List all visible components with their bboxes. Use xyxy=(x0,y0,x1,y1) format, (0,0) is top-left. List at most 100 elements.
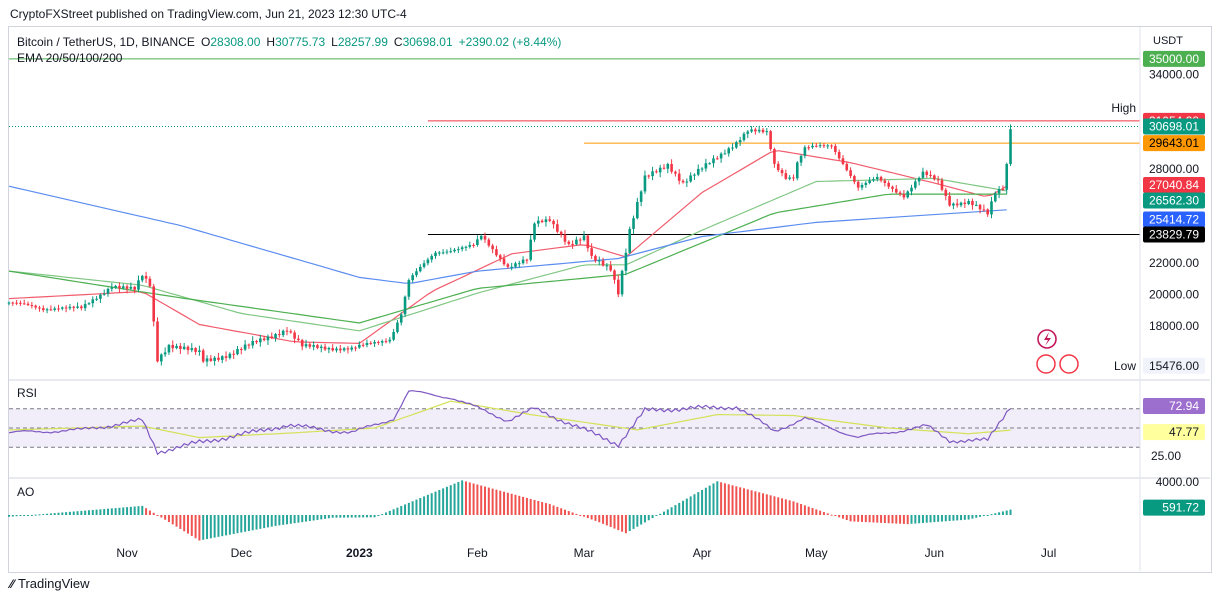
candle-body xyxy=(335,348,338,351)
ao-bar xyxy=(994,513,997,515)
us-flag-icon xyxy=(1059,354,1079,374)
candle-body xyxy=(87,303,91,305)
candle-body xyxy=(510,266,513,268)
ao-bar xyxy=(468,482,471,515)
candle-body xyxy=(1001,189,1005,191)
ao-bar xyxy=(586,515,589,519)
ao-bar xyxy=(175,515,178,527)
price-tick: 22000.00 xyxy=(1149,256,1199,270)
ao-bar xyxy=(1005,510,1008,515)
candle-body xyxy=(891,186,894,189)
ao-bar xyxy=(404,504,407,515)
ema-line xyxy=(8,177,1007,332)
candle-body xyxy=(319,346,323,348)
ao-bar xyxy=(891,515,894,524)
candle-body xyxy=(864,182,868,185)
ao-bar xyxy=(712,483,715,515)
ao-bar xyxy=(826,513,829,515)
ao-bar xyxy=(198,515,201,541)
ao-bar xyxy=(23,515,26,516)
price-label-bg xyxy=(1143,211,1205,228)
candle-body xyxy=(262,338,266,341)
ao-bar xyxy=(742,488,745,515)
ao-bar xyxy=(137,506,140,515)
rsi-ma-label: 47.77 xyxy=(1169,425,1199,439)
ao-bar xyxy=(80,510,83,515)
ao-bar xyxy=(750,490,753,515)
candle-body xyxy=(160,354,163,362)
ao-bar xyxy=(899,515,902,524)
candle-body xyxy=(422,263,426,267)
ao-bar xyxy=(819,510,822,515)
ao-bar xyxy=(571,512,574,515)
candle-body xyxy=(643,175,647,192)
candle-body xyxy=(990,201,993,215)
price-label: 26562.30 xyxy=(1149,194,1199,208)
candle-body xyxy=(1005,164,1009,190)
price-label-bg xyxy=(1143,357,1205,374)
candle-body xyxy=(34,305,37,308)
candle-body xyxy=(91,299,95,304)
candle-body xyxy=(502,258,506,265)
rsi-value-label: 72.94 xyxy=(1169,399,1199,413)
ao-bar xyxy=(491,488,494,515)
ao-bar xyxy=(986,515,989,516)
ao-bar xyxy=(918,515,921,524)
ao-bar xyxy=(525,497,528,515)
rsi-ma-line xyxy=(8,400,1011,439)
ao-bar xyxy=(769,495,772,515)
candle-body xyxy=(274,334,277,339)
candle-body xyxy=(879,177,883,181)
ao-bar xyxy=(697,492,700,515)
candle-body xyxy=(708,163,711,165)
candle-body xyxy=(15,302,18,304)
ao-bar xyxy=(506,492,509,515)
candle-body xyxy=(407,280,411,297)
ao-bar xyxy=(544,503,547,515)
ao-bar xyxy=(857,515,860,522)
ao-bar xyxy=(598,515,601,523)
candle-body xyxy=(1009,129,1012,165)
candle-body xyxy=(578,239,582,241)
candle-body xyxy=(925,171,929,175)
ao-bar xyxy=(834,515,837,517)
candle-body xyxy=(967,200,970,205)
candle-body xyxy=(784,173,788,179)
time-axis-label: Feb xyxy=(467,546,488,560)
ao-bar xyxy=(982,515,985,516)
candle-body xyxy=(342,348,346,351)
ao-value-label-bg xyxy=(1143,499,1205,516)
candle-body xyxy=(658,167,662,173)
ao-bar xyxy=(990,514,993,516)
ao-bar xyxy=(407,502,410,515)
candle-body xyxy=(948,195,951,206)
ao-bar xyxy=(800,504,803,515)
ao-bar xyxy=(754,491,757,515)
candle-body xyxy=(411,275,414,281)
ao-bar xyxy=(723,483,726,515)
ao-bar xyxy=(655,515,658,516)
candle-body xyxy=(251,340,255,346)
ao-bar xyxy=(126,507,129,515)
candle-body xyxy=(380,341,384,343)
ao-bar xyxy=(952,515,955,521)
ao-bar xyxy=(784,499,787,515)
ao-bar xyxy=(518,495,521,515)
candle-body xyxy=(647,175,651,177)
ao-bar xyxy=(381,514,384,516)
ao-bar xyxy=(415,499,418,515)
candle-body xyxy=(426,259,430,264)
candle-body xyxy=(365,342,369,346)
ao-bar xyxy=(430,493,433,515)
candle-body xyxy=(133,286,136,290)
candle-body xyxy=(445,251,449,253)
ao-bar xyxy=(305,515,308,522)
ao-bar xyxy=(556,506,559,515)
candle-body xyxy=(312,345,315,347)
candle-body xyxy=(190,348,194,351)
candle-body xyxy=(700,168,704,170)
lightning-icon xyxy=(1037,329,1057,349)
candle-body xyxy=(548,219,552,221)
ao-bar xyxy=(960,515,963,521)
